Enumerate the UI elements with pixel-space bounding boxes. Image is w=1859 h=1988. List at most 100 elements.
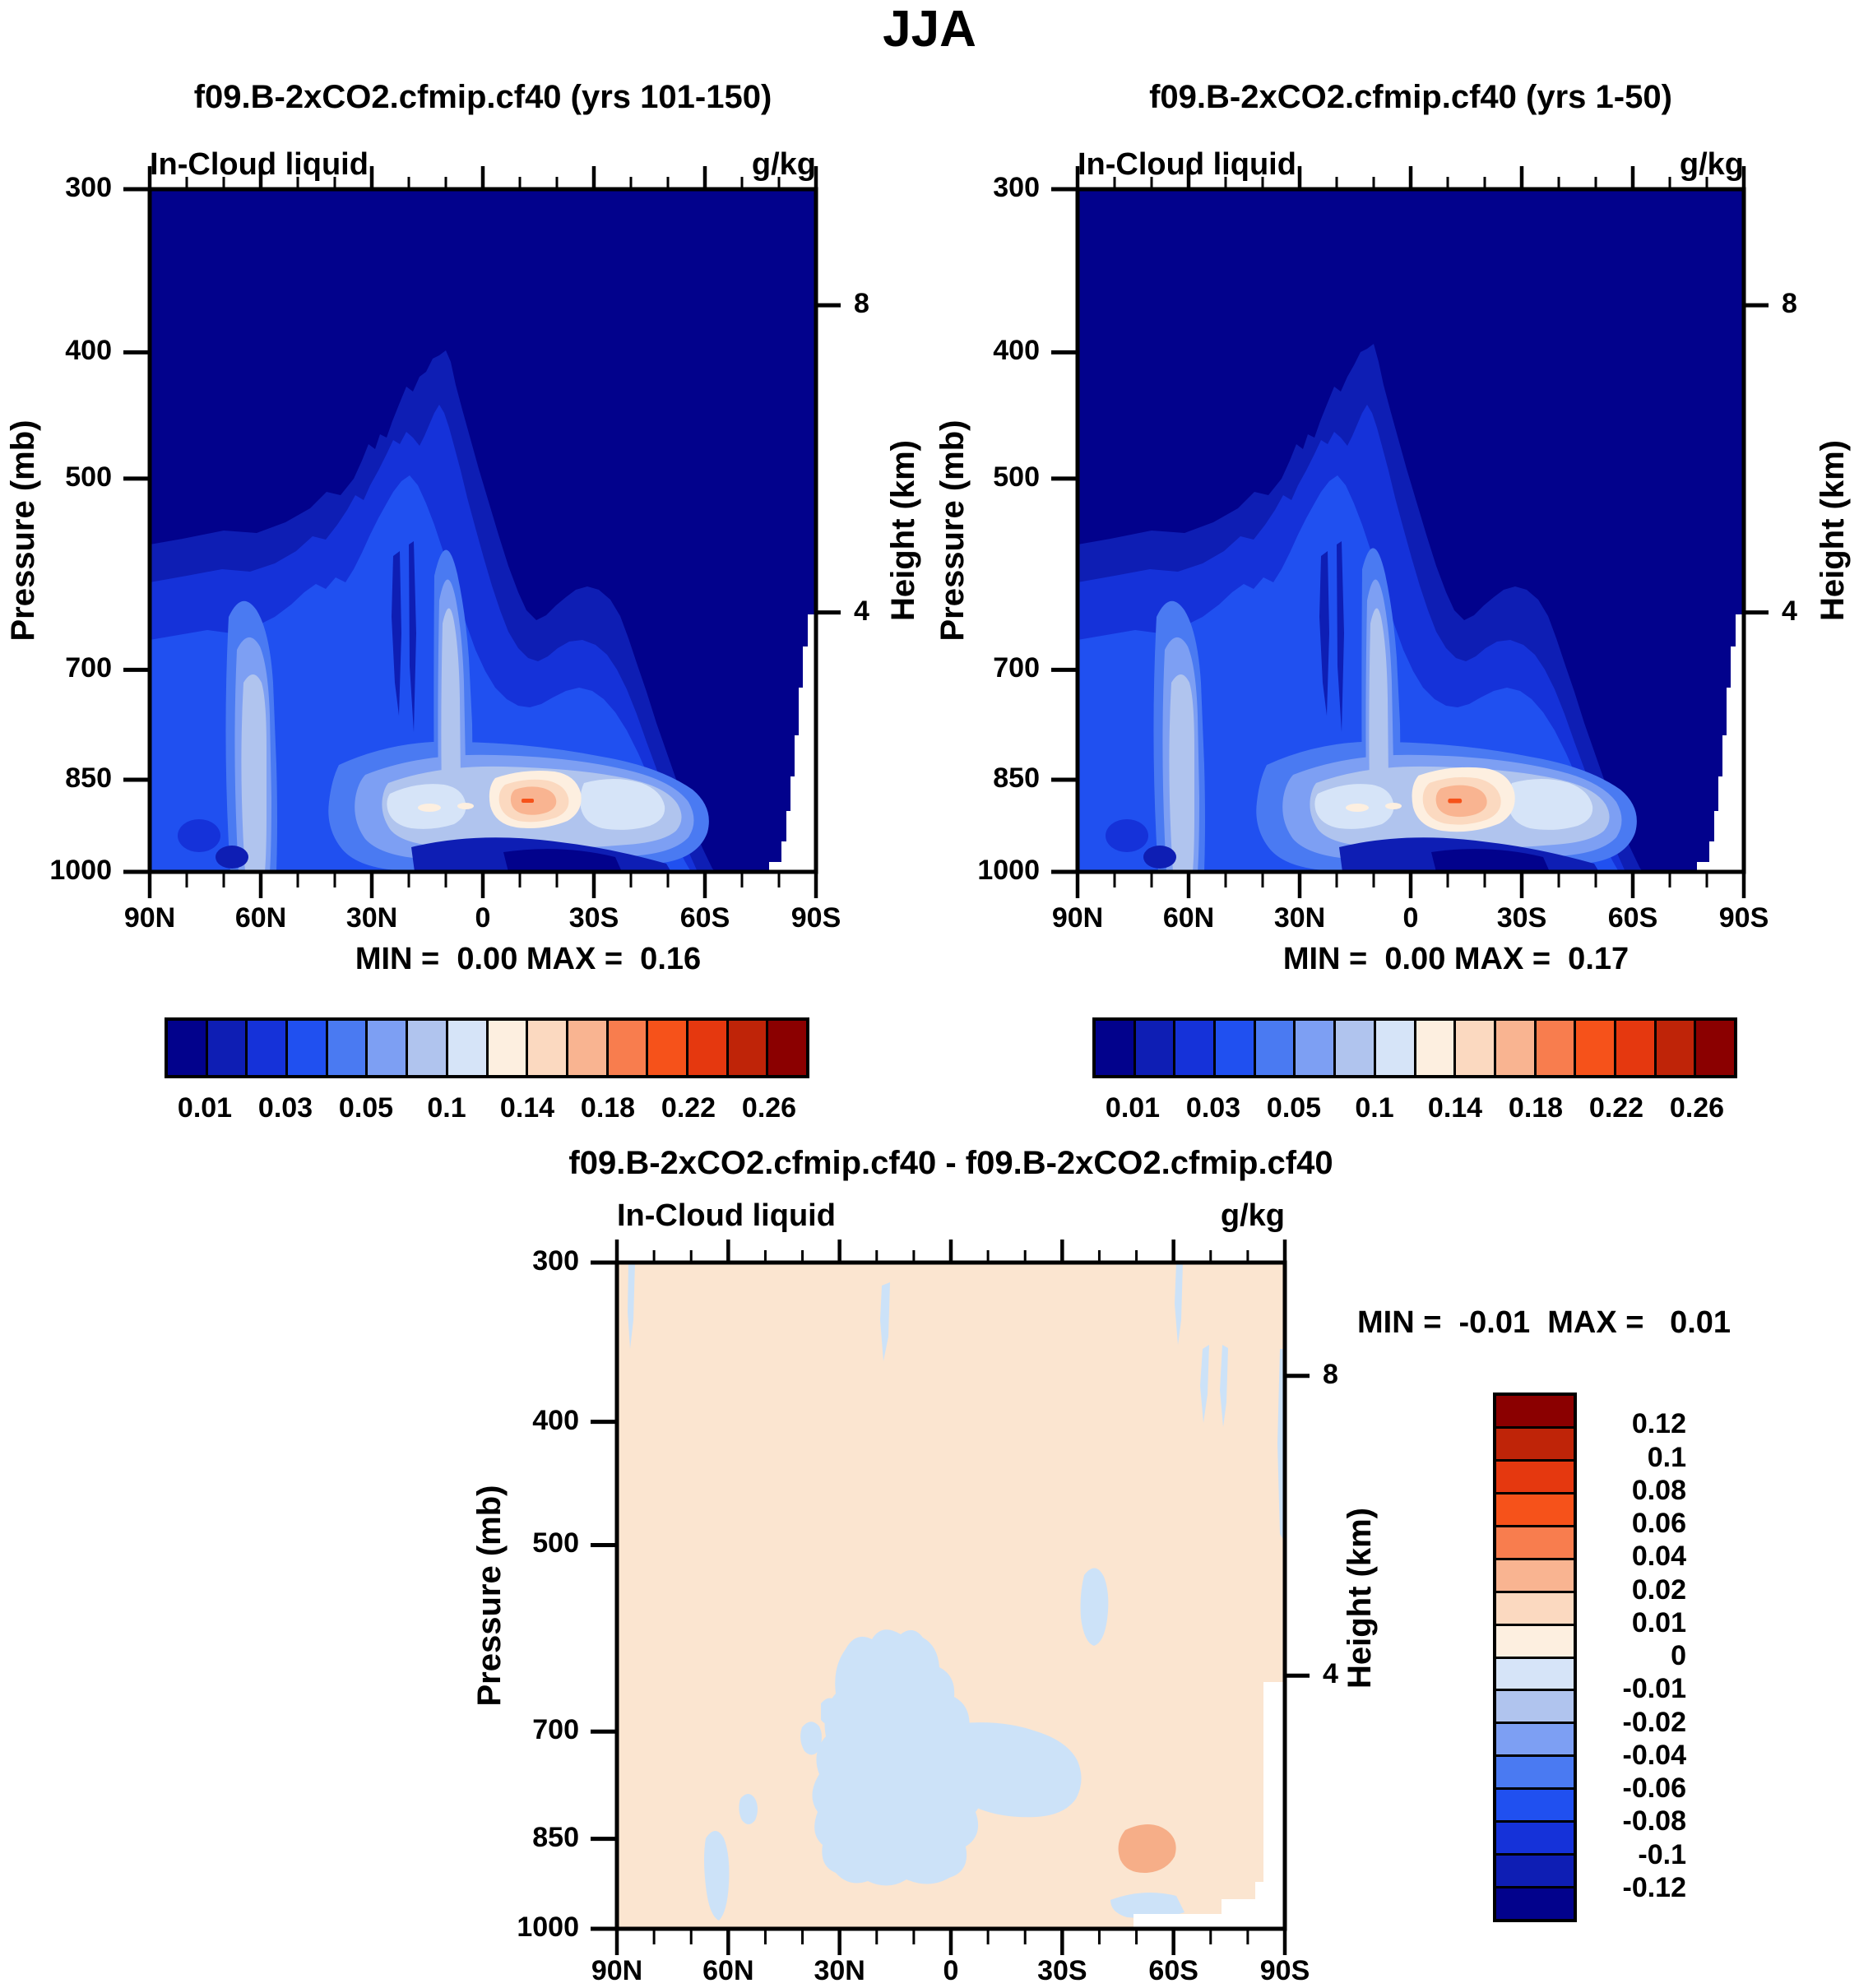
colorbar-tick-label: -0.06: [1622, 1773, 1687, 1804]
colorbar-tick-label: 0.22: [661, 1092, 716, 1124]
colorbar-tick-label: 0.01: [1105, 1092, 1161, 1124]
height-tick-label: 4: [1782, 595, 1797, 627]
pressure-tick-label: 700: [532, 1714, 579, 1746]
colorbar-cell: [1496, 1754, 1574, 1788]
pressure-tick-label: 300: [532, 1245, 579, 1277]
colorbar-cell: [1496, 1425, 1574, 1459]
colorbar-cell: [1293, 1021, 1334, 1075]
latitude-tick-label: 90S: [1259, 1955, 1310, 1986]
colorbar-cell: [245, 1021, 286, 1075]
latitude-tick-label: 60N: [234, 902, 287, 934]
latitude-tick-label: 30N: [1273, 902, 1326, 934]
colorbar-cell: [1133, 1021, 1174, 1075]
latitude-tick-label: 30S: [1496, 902, 1547, 934]
height-tick-label: 4: [854, 595, 869, 627]
colorbar: [165, 1017, 809, 1078]
latitude-tick-label: 60N: [702, 1955, 754, 1986]
colorbar-cell: [766, 1021, 806, 1075]
colorbar-cell: [1496, 1689, 1574, 1722]
colorbar-tick-label: 0.06: [1631, 1508, 1686, 1539]
contour-plot-svg: [1051, 166, 1769, 898]
colorbar-cell: [1333, 1021, 1374, 1075]
colorbar-cell: [605, 1021, 647, 1075]
colorbar-cell: [565, 1021, 606, 1075]
colorbar-cell: [205, 1021, 246, 1075]
colorbar-tick-label: 0.1: [1355, 1092, 1394, 1124]
colorbar-tick-label: -0.1: [1638, 1838, 1686, 1870]
latitude-tick-label: 30N: [345, 902, 398, 934]
panel-title: f09.B-2xCO2.cfmip.cf40 (yrs 101-150): [193, 79, 772, 115]
colorbar-tick-label: 0.05: [338, 1092, 394, 1124]
height-tick-label: 8: [1782, 288, 1797, 320]
colorbar-cell: [1496, 1853, 1574, 1887]
contour-field: [617, 1263, 1285, 1929]
contour-field: [1078, 189, 1744, 872]
colorbar-tick-label: 0.18: [580, 1092, 636, 1124]
latitude-tick-label: 90N: [591, 1955, 643, 1986]
pressure-tick-label: 1000: [977, 855, 1040, 886]
colorbar-cell: [1496, 1787, 1574, 1821]
colorbar-tick-label: -0.02: [1622, 1706, 1687, 1738]
colorbar-tick-label: 0.03: [257, 1092, 313, 1124]
colorbar-tick-label: 0.14: [1427, 1092, 1483, 1124]
colorbar-cell: [1574, 1021, 1614, 1075]
colorbar-tick-label: 0.1: [427, 1092, 466, 1124]
colorbar-tick-label: 0.12: [1631, 1408, 1686, 1440]
colorbar-tick-label: 0.1: [1647, 1441, 1686, 1473]
colorbar-cell: [1253, 1021, 1294, 1075]
pressure-tick-label: 500: [532, 1527, 579, 1559]
colorbar-cell: [1496, 1458, 1574, 1492]
colorbar-tick-label: 0.01: [1631, 1606, 1686, 1638]
latitude-tick-label: 90N: [123, 902, 176, 934]
pressure-tick-label: 300: [993, 172, 1040, 203]
colorbar-tick-label: -0.04: [1622, 1739, 1687, 1771]
latitude-tick-label: 90S: [1718, 902, 1769, 934]
colorbar-tick-label: 0.08: [1631, 1474, 1686, 1506]
height-axis-title: Height (km): [885, 440, 921, 621]
colorbar-cell: [445, 1021, 486, 1075]
latitude-tick-label: 60S: [679, 902, 730, 934]
colorbar-cell: [1496, 1557, 1574, 1591]
pressure-tick-label: 500: [65, 461, 112, 493]
colorbar-cell: [285, 1021, 326, 1075]
figure-title: JJA: [883, 1, 976, 58]
colorbar-cell: [1493, 1021, 1534, 1075]
colorbar-cell: [1496, 1491, 1574, 1525]
pressure-tick-label: 1000: [49, 855, 112, 886]
latitude-tick-label: 90S: [790, 902, 841, 934]
colorbar-cell: [168, 1021, 206, 1075]
colorbar-cell: [1496, 1886, 1574, 1919]
height-axis-title: Height (km): [1342, 1508, 1378, 1689]
pressure-tick-label: 500: [993, 461, 1040, 493]
colorbar-cell: [526, 1021, 566, 1075]
pressure-tick-label: 400: [532, 1404, 579, 1436]
colorbar-tick-label: 0.04: [1631, 1541, 1686, 1573]
colorbar-cell: [1173, 1021, 1214, 1075]
latitude-tick-label: 60N: [1162, 902, 1215, 934]
pressure-tick-label: 1000: [517, 1912, 579, 1943]
colorbar-cell: [365, 1021, 406, 1075]
latitude-tick-label: 60S: [1607, 902, 1658, 934]
colorbar-cell: [325, 1021, 366, 1075]
colorbar-cell: [1496, 1623, 1574, 1657]
colorbar-cell: [1096, 1021, 1133, 1075]
colorbar-cell: [1496, 1396, 1574, 1426]
pressure-tick-label: 700: [993, 652, 1040, 684]
panel-subtitle-units: g/kg: [751, 147, 816, 182]
colorbar-cell: [1213, 1021, 1254, 1075]
colorbar-cell: [485, 1021, 526, 1075]
colorbar-tick-label: 0.14: [499, 1092, 555, 1124]
colorbar-cell: [1373, 1021, 1414, 1075]
height-axis-title: Height (km): [1815, 440, 1851, 621]
colorbar: [1092, 1017, 1737, 1078]
colorbar-cell: [646, 1021, 686, 1075]
colorbar-cell: [1694, 1021, 1734, 1075]
height-tick-label: 4: [1323, 1658, 1338, 1690]
colorbar: [1493, 1393, 1577, 1922]
min-max-stats: MIN = -0.01 MAX = 0.01: [1357, 1305, 1732, 1340]
pressure-tick-label: 850: [532, 1821, 579, 1853]
panel-subtitle-variable: In-Cloud liquid: [617, 1198, 836, 1233]
pressure-tick-label: 850: [993, 762, 1040, 794]
colorbar-cell: [1496, 1590, 1574, 1624]
